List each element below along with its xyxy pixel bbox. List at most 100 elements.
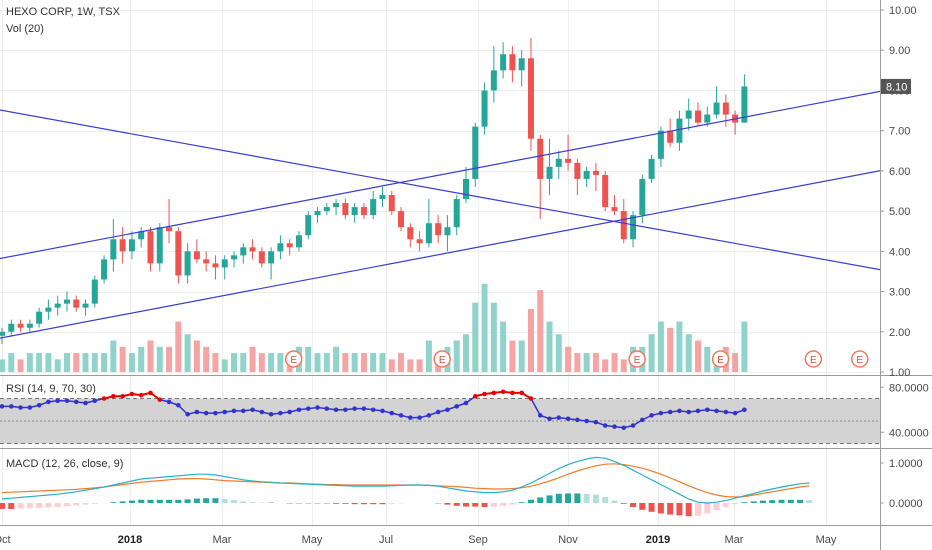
- price-tick-label: 4.00: [889, 246, 910, 258]
- candle-body: [574, 162, 581, 179]
- volume-bar: [351, 353, 358, 372]
- earnings-marker: E: [433, 350, 451, 368]
- macd-histogram-bar: [555, 493, 562, 503]
- earnings-letter: E: [856, 355, 863, 366]
- macd-histogram-bar: [797, 499, 804, 503]
- candle: [360, 203, 367, 220]
- time-tick-label: Mar: [213, 534, 232, 546]
- macd-histogram-bar: [527, 499, 534, 503]
- candle-body: [648, 158, 655, 179]
- time-tick-label: Sep: [468, 534, 488, 546]
- candle-body: [490, 70, 497, 91]
- rsi-point: [148, 390, 153, 396]
- candle: [0, 327, 5, 344]
- candle-body: [333, 203, 340, 208]
- volume-bar: [583, 353, 590, 372]
- rsi-point: [547, 416, 552, 422]
- time-tick-label: Oct: [0, 534, 11, 546]
- candle-body: [314, 211, 321, 216]
- rsi-point: [482, 391, 487, 397]
- candle-body: [500, 54, 507, 71]
- rsi-point: [426, 413, 432, 418]
- candle-body: [425, 223, 432, 244]
- volume-bar: [63, 353, 70, 372]
- rsi-point: [677, 408, 682, 414]
- candle-body: [351, 207, 358, 216]
- macd-histogram-bar: [36, 503, 43, 508]
- candle-body: [175, 231, 182, 276]
- rsi-point: [398, 413, 404, 418]
- candle-body: [370, 199, 377, 216]
- candle: [695, 102, 701, 127]
- macd-histogram-bar: [193, 498, 200, 503]
- chart-title: HEXO CORP, 1W, TSX: [6, 6, 121, 18]
- candle-body: [73, 299, 80, 308]
- rsi-point: [157, 397, 163, 402]
- rsi-point: [55, 398, 60, 404]
- price-tick-label: 2.00: [889, 327, 910, 339]
- rsi-axis: 80.0000 40.0000: [880, 382, 929, 439]
- rsi-point: [213, 410, 218, 416]
- time-tick-label: May: [302, 534, 323, 546]
- candle-body: [388, 195, 395, 212]
- macd-histogram-bar: [166, 499, 173, 503]
- earnings-letter: E: [634, 355, 641, 366]
- volume-bar: [45, 353, 52, 372]
- candle-body: [360, 207, 367, 216]
- candle-body: [91, 279, 98, 304]
- candle: [472, 122, 479, 187]
- candle: [565, 134, 572, 171]
- candle-body: [0, 331, 5, 336]
- candle: [481, 82, 488, 135]
- macd-histogram-bar: [82, 503, 89, 505]
- candle-body: [518, 58, 525, 71]
- price-tick-label: 10.00: [889, 5, 917, 17]
- candle: [463, 166, 469, 204]
- rsi-point: [129, 391, 135, 397]
- rsi-point: [695, 408, 701, 414]
- candle-body: [82, 303, 89, 308]
- volume-bar: [91, 353, 98, 372]
- macd-tick-label: 1.0000: [889, 458, 923, 470]
- rsi-point: [240, 408, 246, 414]
- candle: [323, 203, 330, 216]
- candle: [667, 118, 674, 147]
- candle: [611, 195, 618, 216]
- last-price-value: 8.10: [886, 81, 907, 93]
- candle-body: [286, 243, 293, 248]
- rsi-point: [370, 407, 376, 413]
- macd-histogram-bar: [360, 503, 367, 505]
- earnings-circle: [804, 350, 823, 368]
- volume-bar: [574, 353, 581, 372]
- rsi-point: [343, 407, 348, 413]
- volume-bar: [620, 359, 627, 372]
- macd-histogram-bar: [472, 503, 479, 507]
- volume-bar: [407, 359, 414, 372]
- volume-bar: [175, 321, 182, 372]
- candle-body: [221, 259, 228, 268]
- macd-histogram-bar: [806, 500, 813, 503]
- macd-histogram-bar: [147, 499, 154, 503]
- macd-histogram-bar: [546, 495, 553, 503]
- macd-histogram-bar: [481, 503, 488, 507]
- macd-histogram-bar: [620, 503, 627, 504]
- macd-histogram-bar: [648, 503, 655, 512]
- trendlines[interactable]: [0, 64, 932, 343]
- rsi-point: [454, 404, 460, 409]
- rsi-point: [723, 409, 729, 415]
- macd-histogram-bar: [175, 499, 182, 503]
- macd-histogram-bar: [453, 503, 460, 506]
- volume-bar: [602, 359, 609, 372]
- candle: [453, 195, 460, 236]
- earnings-marker: E: [284, 350, 303, 368]
- rsi-point: [46, 399, 51, 405]
- candle: [407, 223, 414, 248]
- rsi-point: [556, 415, 562, 420]
- rsi-point: [83, 400, 88, 406]
- candle: [63, 291, 70, 312]
- candle: [314, 207, 321, 224]
- macd-histogram-bar: [379, 503, 386, 505]
- volume-bar: [323, 353, 330, 372]
